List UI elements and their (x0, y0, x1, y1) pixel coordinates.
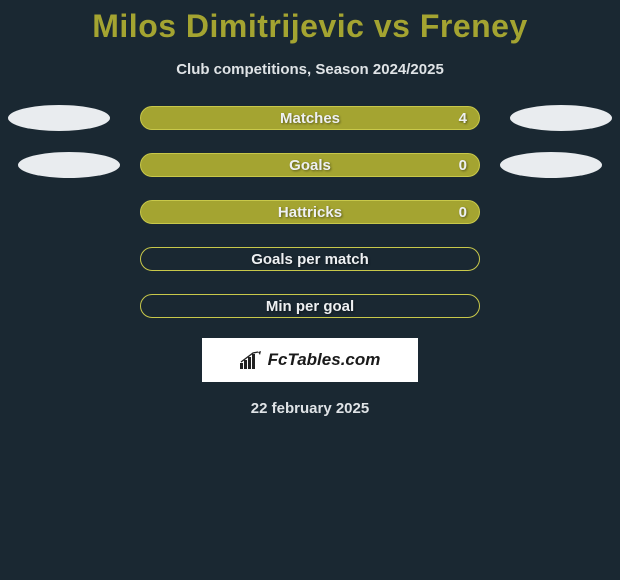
fctables-logo-icon (240, 351, 262, 369)
stat-bar: Matches 4 (140, 106, 480, 130)
stat-row: Hattricks 0 (0, 200, 620, 224)
stat-bar: Min per goal (140, 294, 480, 318)
stat-row: Matches 4 (0, 106, 620, 130)
stat-bar: Goals per match (140, 247, 480, 271)
stat-value: 0 (459, 204, 467, 221)
stat-row: Min per goal (0, 294, 620, 318)
stat-row: Goals per match (0, 247, 620, 271)
logo-text: FcTables.com (268, 350, 381, 370)
stat-label: Matches (280, 110, 340, 127)
stat-value: 4 (459, 110, 467, 127)
subtitle: Club competitions, Season 2024/2025 (0, 61, 620, 78)
stat-row: Goals 0 (0, 153, 620, 177)
stat-value: 0 (459, 157, 467, 174)
page-title: Milos Dimitrijevic vs Freney (0, 8, 620, 45)
stat-label: Goals (289, 157, 331, 174)
player-left-ellipse (8, 105, 110, 131)
player-right-ellipse (500, 152, 602, 178)
stat-bar: Hattricks 0 (140, 200, 480, 224)
stat-rows: Matches 4 Goals 0 Hattricks 0 Goals per match M… (0, 106, 620, 318)
stat-label: Min per goal (266, 298, 354, 315)
player-left-ellipse (18, 152, 120, 178)
stat-label: Goals per match (251, 251, 369, 268)
player-right-ellipse (510, 105, 612, 131)
stat-label: Hattricks (278, 204, 342, 221)
comparison-card: Milos Dimitrijevic vs Freney Club compet… (0, 0, 620, 417)
logo-box: FcTables.com (202, 338, 418, 382)
date: 22 february 2025 (0, 400, 620, 417)
stat-bar: Goals 0 (140, 153, 480, 177)
